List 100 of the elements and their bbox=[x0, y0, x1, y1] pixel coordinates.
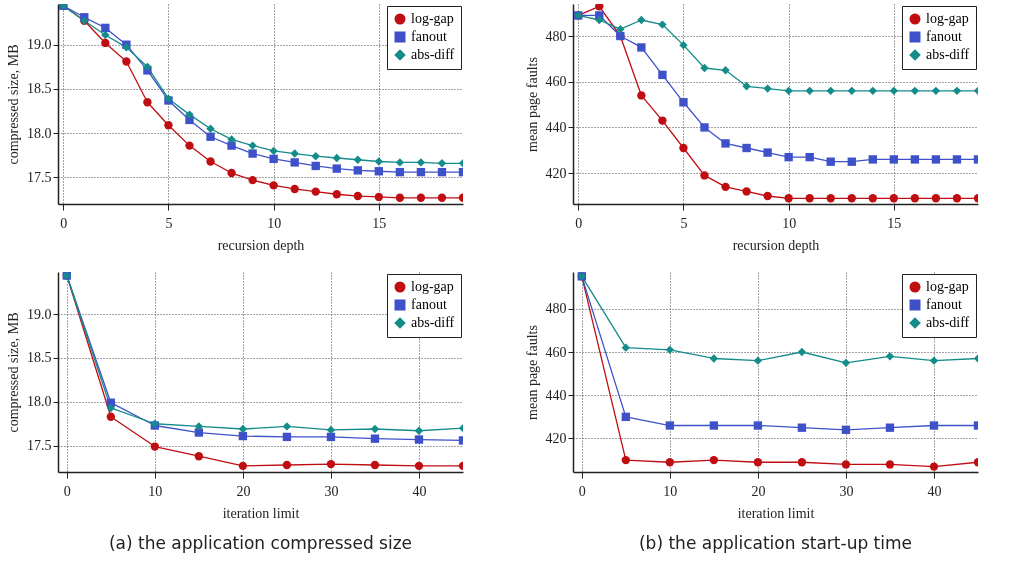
point bbox=[637, 15, 646, 25]
point bbox=[868, 155, 877, 164]
point bbox=[106, 403, 116, 413]
point bbox=[106, 412, 116, 421]
point bbox=[194, 422, 204, 431]
point bbox=[227, 135, 236, 144]
point bbox=[841, 460, 851, 469]
x-tick-label: 10 bbox=[663, 483, 678, 499]
point bbox=[206, 132, 215, 141]
point bbox=[952, 194, 962, 203]
point bbox=[885, 460, 895, 469]
point bbox=[326, 432, 336, 442]
point bbox=[101, 38, 110, 48]
point bbox=[311, 152, 320, 161]
point bbox=[290, 149, 299, 158]
point bbox=[269, 146, 278, 156]
point bbox=[332, 153, 341, 163]
point bbox=[784, 152, 793, 162]
point bbox=[742, 187, 751, 196]
point bbox=[206, 124, 215, 133]
point bbox=[370, 434, 380, 443]
point bbox=[185, 141, 194, 150]
point bbox=[826, 86, 835, 96]
x-tick-label: 5 bbox=[680, 215, 688, 231]
x-tick-label: 0 bbox=[63, 483, 71, 499]
point bbox=[665, 458, 675, 467]
point bbox=[952, 86, 962, 96]
point bbox=[206, 157, 215, 166]
point bbox=[805, 86, 814, 96]
point bbox=[143, 62, 152, 72]
point bbox=[753, 356, 763, 365]
point bbox=[841, 358, 851, 367]
legend-label: fanout bbox=[411, 297, 447, 312]
x-tick-label: 10 bbox=[267, 215, 282, 231]
point bbox=[679, 98, 688, 107]
point bbox=[122, 57, 131, 66]
x-tick-label: 10 bbox=[148, 483, 163, 499]
x-tick-label: 30 bbox=[839, 483, 854, 499]
legend-label: fanout bbox=[411, 29, 447, 44]
x-tick-label: 40 bbox=[927, 483, 942, 499]
point bbox=[784, 194, 793, 203]
point bbox=[374, 192, 384, 202]
legend-label: log-gap bbox=[411, 11, 454, 26]
x-axis-title: iteration limit bbox=[737, 505, 815, 521]
point bbox=[227, 168, 236, 178]
x-tick-label: 20 bbox=[236, 483, 251, 499]
point bbox=[885, 423, 895, 432]
point bbox=[370, 460, 380, 470]
point bbox=[353, 155, 362, 164]
legend-label: log-gap bbox=[926, 279, 969, 294]
point bbox=[709, 354, 719, 363]
point bbox=[797, 347, 807, 357]
y-tick-label: 460 bbox=[545, 74, 567, 90]
legend-label: abs-diff bbox=[926, 47, 970, 62]
point bbox=[753, 458, 763, 467]
point bbox=[416, 167, 426, 177]
point bbox=[826, 157, 835, 166]
legend-label: log-gap bbox=[926, 11, 969, 26]
x-tick-label: 0 bbox=[575, 215, 583, 231]
x-axis-title: recursion depth bbox=[732, 237, 820, 253]
y-tick-label: 17.5 bbox=[27, 169, 52, 185]
point bbox=[763, 84, 772, 93]
point bbox=[437, 159, 447, 168]
y-axis-title: compressed size, MB bbox=[6, 312, 21, 433]
point bbox=[595, 15, 604, 25]
y-tick-label: 420 bbox=[545, 165, 567, 181]
point bbox=[437, 167, 447, 177]
point bbox=[679, 143, 688, 153]
point bbox=[784, 86, 793, 96]
point bbox=[437, 193, 447, 202]
point bbox=[414, 461, 424, 471]
x-axis-title: recursion depth bbox=[217, 237, 305, 253]
y-tick-label: 460 bbox=[545, 344, 567, 360]
point bbox=[797, 458, 807, 467]
point bbox=[665, 345, 675, 355]
point bbox=[929, 421, 939, 430]
x-tick-label: 0 bbox=[60, 215, 68, 231]
legend-label: abs-diff bbox=[411, 47, 455, 62]
x-tick-label: 10 bbox=[782, 215, 797, 231]
point bbox=[143, 98, 152, 107]
point bbox=[847, 86, 856, 96]
point bbox=[721, 139, 730, 148]
point bbox=[416, 158, 426, 167]
x-tick-label: 0 bbox=[578, 483, 586, 499]
point bbox=[889, 86, 899, 96]
y-tick-label: 17.5 bbox=[27, 438, 52, 454]
point bbox=[797, 423, 807, 432]
point bbox=[282, 460, 292, 470]
point bbox=[700, 123, 709, 132]
point bbox=[637, 43, 646, 52]
point bbox=[929, 462, 939, 471]
point bbox=[841, 425, 851, 435]
point bbox=[311, 187, 320, 196]
point bbox=[194, 452, 204, 461]
y-tick-label: 18.5 bbox=[27, 81, 52, 97]
point bbox=[248, 141, 257, 150]
point bbox=[395, 158, 405, 167]
point bbox=[665, 421, 675, 430]
point bbox=[700, 171, 709, 180]
legend-label: abs-diff bbox=[411, 315, 455, 330]
